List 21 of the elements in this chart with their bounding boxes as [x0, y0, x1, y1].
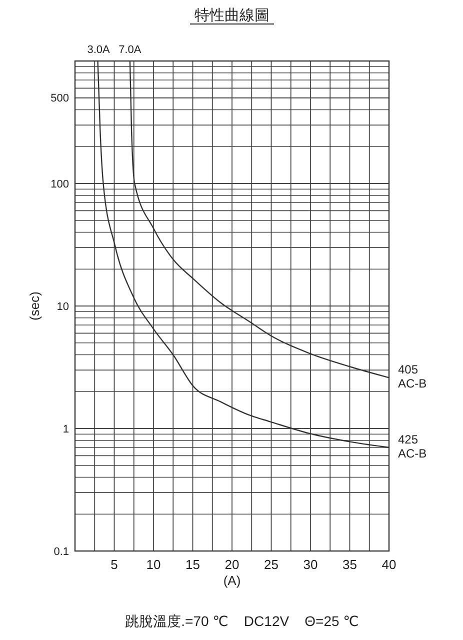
chart-title: 特性曲線圖: [194, 7, 270, 24]
y-tick-label: 10: [56, 300, 69, 313]
y-tick-label: 500: [50, 92, 69, 105]
x-tick-label: 25: [264, 557, 278, 572]
annotation: 7.0A: [118, 44, 142, 56]
x-tick-label: 30: [303, 557, 318, 572]
x-tick-label: 15: [186, 557, 200, 572]
x-tick-label: 5: [110, 557, 118, 572]
x-tick-label: 20: [224, 557, 240, 572]
text: 跳脫溫度.=70 ℃ DC12V Θ=25 ℃: [125, 613, 359, 629]
annotation: 3.0A: [87, 44, 111, 56]
y-tick-label: 100: [50, 178, 69, 190]
x-tick-label: 10: [146, 557, 161, 572]
x-tick-label: 35: [342, 557, 357, 572]
series-label: 405 AC-B: [398, 362, 427, 391]
y-axis-title: (sec): [27, 292, 42, 320]
y-tick-label: 0.1: [54, 546, 69, 558]
series-label: 425 AC-B: [398, 432, 427, 460]
x-axis-title: (A): [223, 573, 241, 588]
y-tick-label: 1: [62, 423, 69, 436]
x-tick-label: 40: [382, 557, 396, 572]
